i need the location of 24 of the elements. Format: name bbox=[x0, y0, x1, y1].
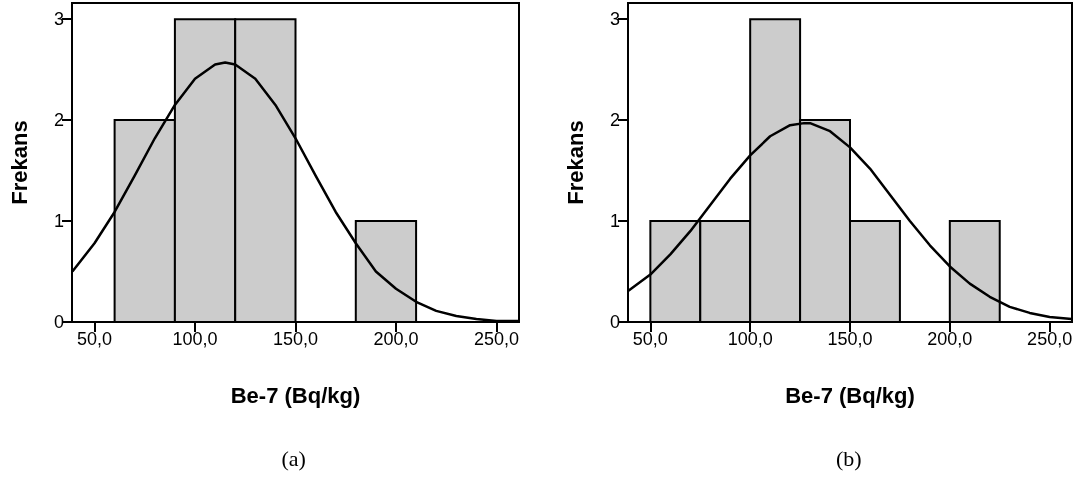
x-tick-label: 250,0 bbox=[473, 329, 520, 349]
y-tick-label: 3 bbox=[53, 9, 64, 30]
y-axis-title: Frekans bbox=[6, 120, 32, 205]
x-tick-label: 150,0 bbox=[827, 329, 873, 349]
text: (b) bbox=[836, 445, 862, 471]
x-tick-label: 50,0 bbox=[76, 329, 113, 349]
x-tick-label: 100,0 bbox=[172, 329, 218, 349]
x-tick-label: 100,0 bbox=[727, 329, 773, 349]
x-axis-title: Be-7 (Bq/kg) bbox=[785, 382, 915, 408]
x-tick-label: 50,0 bbox=[632, 329, 668, 349]
y-tick-label: 1 bbox=[53, 211, 64, 232]
y-tick-label: 2 bbox=[609, 110, 620, 131]
y-tick-label: 2 bbox=[53, 110, 64, 131]
y-tick-label: 0 bbox=[53, 312, 64, 332]
x-axis-title: Be-7 (Bq/kg) bbox=[230, 382, 361, 408]
x-tick-label: 150,0 bbox=[272, 329, 319, 349]
text: (a) bbox=[281, 445, 306, 471]
x-tick-label: 200,0 bbox=[927, 329, 973, 349]
x-tick-label: 250,0 bbox=[1027, 329, 1073, 349]
y-tick-label: 3 bbox=[609, 9, 620, 30]
y-tick-label: 0 bbox=[609, 312, 620, 332]
y-tick-label: 1 bbox=[609, 211, 620, 232]
y-axis-title: Frekans bbox=[562, 120, 588, 205]
x-tick-label: 200,0 bbox=[373, 329, 419, 349]
